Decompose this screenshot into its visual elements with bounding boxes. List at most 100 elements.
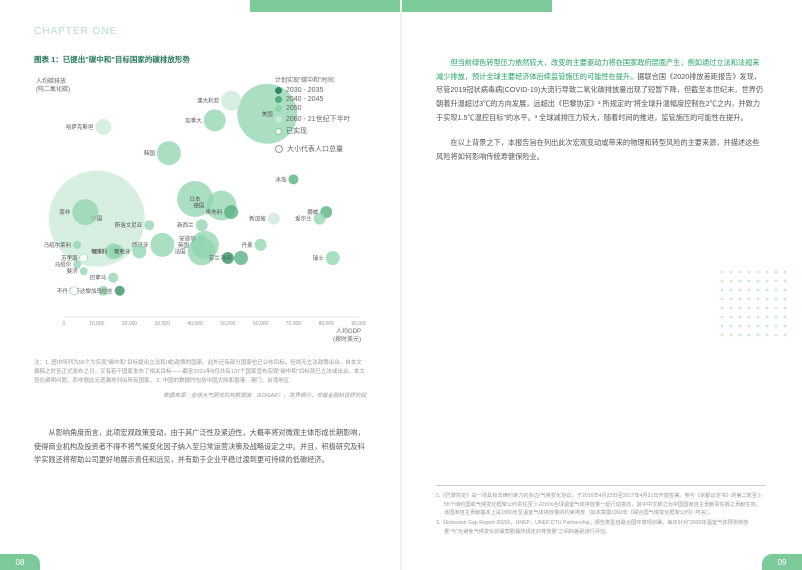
svg-text:90,000: 90,000	[351, 321, 366, 327]
top-accent-bar-right	[402, 0, 552, 12]
legend-row: 2040 - 2045	[275, 96, 360, 103]
bubble-马绍尔莱利	[73, 241, 81, 249]
size-legend-label: 大小代表人口总量	[287, 144, 343, 154]
svg-text:德国: 德国	[193, 202, 205, 210]
svg-text:马绍尔: 马绍尔	[55, 261, 72, 269]
bubble-安道尔	[198, 234, 206, 242]
svg-text:澳大利亚: 澳大利亚	[197, 97, 220, 105]
legend-label: 2050	[286, 105, 302, 112]
bubble-奥地利	[224, 205, 238, 219]
legend-row: 2030 - 2035	[275, 87, 360, 94]
chapter-label: CHAPTER ONE	[34, 26, 117, 37]
bubble-巴拿马	[108, 273, 118, 283]
svg-text:斐济: 斐济	[67, 267, 79, 275]
bubble-斐济	[80, 267, 88, 275]
bubble-新西兰	[196, 219, 208, 231]
svg-text:奥地利: 奥地利	[206, 208, 223, 216]
svg-text:瑞士: 瑞士	[313, 254, 325, 262]
svg-text:丹麦: 丹麦	[242, 241, 254, 249]
bubble-新加坡	[268, 213, 280, 225]
size-legend-circle	[275, 145, 283, 153]
svg-text:葡萄牙: 葡萄牙	[114, 247, 131, 255]
bubble-澳大利亚	[221, 91, 241, 111]
svg-text:芬兰: 芬兰	[209, 254, 221, 262]
svg-text:70,000: 70,000	[286, 321, 302, 327]
svg-text:爱尔兰: 爱尔兰	[295, 215, 312, 223]
svg-text:南非: 南非	[59, 208, 71, 216]
legend-label: 2060 - 21世纪下半叶	[286, 114, 351, 124]
legend-swatch	[275, 105, 282, 112]
svg-text:40,000: 40,000	[187, 321, 203, 327]
svg-text:美国: 美国	[262, 110, 274, 118]
bubble-加拿大	[204, 109, 226, 131]
svg-text:韩国: 韩国	[144, 149, 156, 157]
svg-text:50,000: 50,000	[220, 321, 236, 327]
bubble-爱尔兰	[314, 213, 326, 225]
svg-text:加拿大: 加拿大	[185, 116, 202, 124]
legend-label: 2040 - 2045	[286, 96, 323, 103]
svg-text:法国: 法国	[175, 247, 187, 255]
chart-note: 注：1. 图中所列为56个为实现"碳中和"目标提出立法和(或)政策的国家。此外还…	[34, 359, 366, 385]
footnote: 2.《巴黎协定》是一项具有法律约束力的多边/气候变化协议，于2016年4月22日…	[436, 492, 766, 517]
svg-text:日本: 日本	[190, 195, 202, 203]
right-content: 但当前绿色转型压力依然较大，改变的主要驱动力将在国家政府层面产生，例如通过立法和…	[436, 56, 766, 176]
svg-text:匈牙利: 匈牙利	[91, 247, 108, 255]
chart-legend: 计划实现"碳中和"时间： 2030 - 2035 2040 - 2045 2050 2…	[275, 75, 360, 154]
page-number-right: 09	[762, 554, 802, 570]
highlight-text: 但当前绿色转型压力依然较大，改变的主要驱动力将在国家政府层面产生，例如通过立法和…	[436, 58, 759, 81]
legend-label: 已实现	[286, 126, 307, 136]
svg-text:新西兰: 新西兰	[177, 221, 194, 229]
legend-swatch	[275, 96, 282, 103]
svg-text:80,000: 80,000	[319, 321, 335, 327]
scatter-chart: 人均碳排放(吨二氧化碳) 0 10,000 20,000 30,000 40,000 50,…	[34, 75, 366, 351]
svg-text:冰岛: 冰岛	[275, 175, 287, 183]
top-accent-bar-left	[250, 0, 400, 12]
dot-pattern-decoration	[718, 268, 790, 340]
svg-text:不丹: 不丹	[57, 288, 69, 295]
svg-text:马绍尔莱利: 马绍尔莱利	[44, 241, 72, 249]
svg-text:安道尔: 安道尔	[179, 234, 196, 242]
body-paragraph: 在以上背景之下，本报告旨在列出此次宏观变动或带来的物理和转型风险的主要来源，并描…	[436, 136, 766, 163]
bubble-芬兰	[222, 252, 234, 264]
bubble-瑞典	[234, 251, 248, 265]
page-left: CHAPTER ONE 图表 1：已提出"碳中和"目标国家的碳排放形势 人均碳排…	[0, 0, 400, 570]
bubble-西班牙	[150, 233, 174, 257]
legend-swatch	[275, 116, 282, 123]
legend-swatch	[275, 128, 282, 135]
svg-text:人均碳排放(吨二氧化碳): 人均碳排放(吨二氧化碳)	[36, 77, 70, 93]
bubble-马绍尔	[73, 261, 81, 269]
bubble-冰岛	[288, 174, 298, 184]
chart-title: 图表 1：已提出"碳中和"目标国家的碳排放形势	[34, 54, 366, 65]
svg-text:新加坡: 新加坡	[249, 215, 266, 223]
footnote: 3.《Emission Gap Report 2020》，UNEP，UNEP D…	[436, 519, 766, 536]
legend-row: 2060 - 21世纪下半叶	[275, 114, 360, 124]
svg-text:人均GDP(按时美元): 人均GDP(按时美元)	[333, 327, 361, 343]
body-paragraph: 但当前绿色转型压力依然较大，改变的主要驱动力将在国家政府层面产生，例如通过立法和…	[436, 56, 766, 124]
bubble-哈萨克斯坦	[95, 119, 111, 135]
legend-swatch	[275, 87, 282, 94]
legend-label: 2030 - 2035	[286, 87, 323, 94]
left-body-paragraph: 从影响角度而言，此项宏观政策变动，由于其广泛性及紧迫性，大概率将对微观主体形成长…	[34, 426, 366, 467]
legend-row: 2050	[275, 105, 360, 112]
svg-text:30,000: 30,000	[155, 321, 171, 327]
svg-text:20,000: 20,000	[122, 321, 138, 327]
bubble-乌拉圭	[115, 286, 125, 296]
bubble-苏里南	[80, 254, 88, 262]
svg-text:哈萨克斯坦: 哈萨克斯坦	[66, 123, 94, 131]
svg-text:10,000: 10,000	[89, 321, 105, 327]
page-number-left: 08	[0, 554, 40, 570]
footnotes: 2.《巴黎协定》是一项具有法律约束力的多边/气候变化协议，于2016年4月22日…	[436, 485, 766, 538]
bubble-韩国	[157, 141, 181, 165]
legend-row: 已实现	[275, 126, 360, 136]
size-legend: 大小代表人口总量	[275, 144, 360, 154]
bubble-南非	[72, 199, 98, 225]
page-right: 但当前绿色转型压力依然较大，改变的主要驱动力将在国家政府层面产生，例如通过立法和…	[402, 0, 802, 570]
svg-text:0: 0	[63, 321, 66, 327]
bubble-斯洛文尼亚	[144, 220, 154, 230]
bubble-不丹	[70, 287, 78, 295]
svg-text:60,000: 60,000	[253, 321, 269, 327]
bubble-瑞士	[326, 251, 340, 265]
chart-source: 数据来源：全球大气研究机构数据库 （EDGAR）、世界银行、安徽金融科技研究院	[34, 391, 366, 399]
legend-title: 计划实现"碳中和"时间：	[275, 75, 360, 84]
svg-text:乌拉圭: 乌拉圭	[96, 287, 113, 295]
